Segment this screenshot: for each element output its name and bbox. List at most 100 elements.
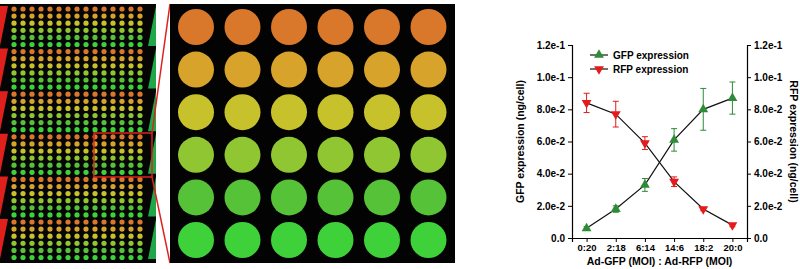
marker: [611, 203, 621, 212]
array-spot: [20, 28, 25, 33]
array-spot: [137, 92, 142, 97]
zoom-spot: [318, 52, 354, 88]
marker: [698, 206, 708, 215]
array-spot: [29, 177, 34, 182]
array-spot: [92, 219, 97, 224]
array-spot: [110, 148, 115, 153]
array-spot: [11, 42, 16, 47]
array-spot: [128, 6, 133, 11]
array-spot: [56, 170, 61, 175]
array-spot: [101, 212, 106, 217]
array-spot: [38, 156, 43, 161]
legend-label: RFP expression: [613, 64, 688, 75]
array-spot: [92, 205, 97, 210]
array-spot: [20, 35, 25, 40]
green-gradient-marker: [148, 6, 156, 46]
array-spot: [101, 56, 106, 61]
error-bar-cap: [642, 136, 648, 137]
array-spot: [47, 6, 52, 11]
array-spot: [29, 63, 34, 68]
array-spot: [56, 92, 61, 97]
array-spot: [56, 212, 61, 217]
array-spot: [128, 255, 133, 260]
array-spot: [56, 191, 61, 196]
array-spot: [38, 177, 43, 182]
array-spot: [110, 212, 115, 217]
array-spot: [101, 127, 106, 132]
y2-axis: 0.02.0e-24.0e-26.0e-28.0e-21.0e-11.2e-1: [747, 40, 783, 244]
array-spot: [101, 184, 106, 189]
array-spot: [29, 77, 34, 82]
array-spot: [20, 106, 25, 111]
array-spot: [29, 21, 34, 26]
array-spot: [29, 227, 34, 232]
array-spot: [83, 184, 88, 189]
array-spot: [119, 184, 124, 189]
array-spot: [83, 56, 88, 61]
array-spot: [56, 77, 61, 82]
tick-label: 6.0e-2: [537, 136, 566, 147]
array-spot: [110, 6, 115, 11]
array-spot: [92, 14, 97, 19]
array-spot: [65, 42, 70, 47]
array-spot: [83, 163, 88, 168]
array-spot: [119, 219, 124, 224]
array-spot: [38, 163, 43, 168]
array-spot: [137, 219, 142, 224]
array-spot: [137, 49, 142, 54]
array-spot: [65, 156, 70, 161]
array-spot: [128, 92, 133, 97]
array-spot: [11, 248, 16, 253]
array-spot: [83, 227, 88, 232]
array-spot: [74, 219, 79, 224]
array-spot: [11, 227, 16, 232]
array-spot: [20, 6, 25, 11]
array-spot: [29, 191, 34, 196]
zoom-spot: [318, 9, 354, 45]
array-spot: [101, 120, 106, 125]
error-bar-cap: [700, 88, 706, 89]
array-spot: [128, 49, 133, 54]
array-spot: [83, 92, 88, 97]
array-spot: [11, 56, 16, 61]
array-spot: [128, 63, 133, 68]
array-spot: [56, 141, 61, 146]
array-spot: [92, 248, 97, 253]
array-spot: [20, 14, 25, 19]
axis-line: [568, 46, 573, 239]
tick-mark: [568, 77, 572, 78]
tick: 18:2: [694, 238, 713, 253]
array-spot: [128, 141, 133, 146]
array-spot: [11, 77, 16, 82]
tick-mark: [747, 109, 751, 110]
marker: [669, 134, 679, 143]
array-spot: [101, 156, 106, 161]
array-spot: [29, 127, 34, 132]
array-spot: [92, 163, 97, 168]
tick-label: 1.0e-1: [754, 72, 783, 83]
array-spot: [137, 227, 142, 232]
array-spot: [65, 177, 70, 182]
marker: [727, 222, 737, 231]
array-spot: [128, 35, 133, 40]
array-spot: [119, 56, 124, 61]
array-spot: [137, 99, 142, 104]
array-spot: [11, 163, 16, 168]
array-spot: [38, 85, 43, 90]
error-bar-cap: [584, 112, 590, 113]
array-spot: [101, 148, 106, 153]
array-spot: [137, 6, 142, 11]
green-gradient-marker: [148, 49, 156, 89]
error-bar-cap: [613, 127, 619, 128]
tick: 0.0: [747, 233, 768, 244]
tick-mark: [568, 174, 572, 175]
array-spot: [128, 14, 133, 19]
array-spot: [101, 21, 106, 26]
array-spot: [101, 141, 106, 146]
array-spot: [74, 113, 79, 118]
zoom-spot: [271, 222, 307, 258]
array-spot: [137, 85, 142, 90]
array-spot: [83, 77, 88, 82]
legend-entry: GFP expression: [590, 49, 689, 60]
array-spot: [29, 14, 34, 19]
